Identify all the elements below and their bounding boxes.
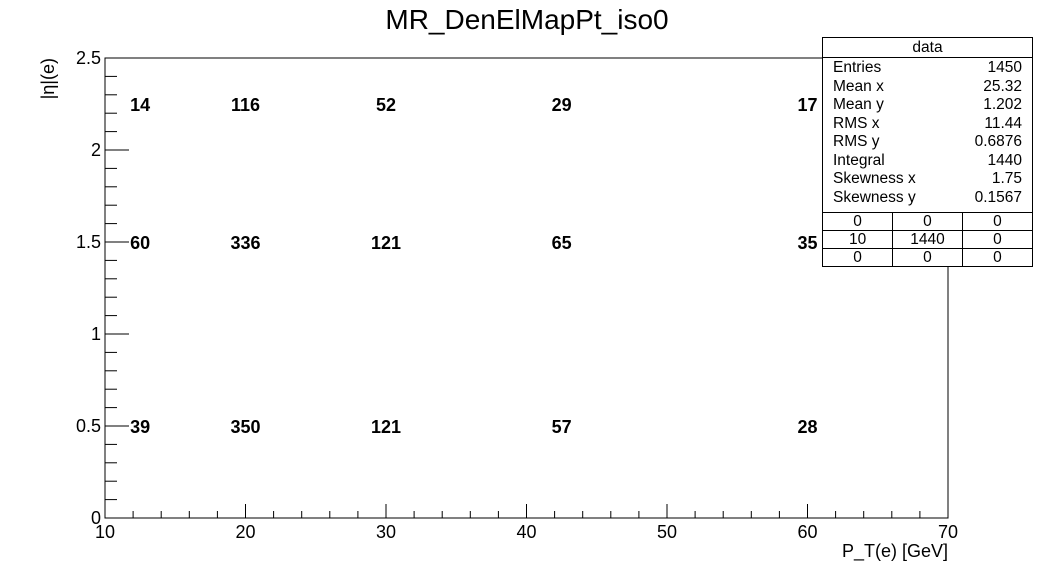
stats-grid-cell: 0 — [823, 212, 893, 231]
chart-title: MR_DenElMapPt_iso0 — [385, 4, 668, 35]
cell-value: 17 — [797, 95, 817, 115]
stats-grid-cell: 1440 — [892, 230, 963, 249]
stats-label: Skewness x — [833, 170, 916, 187]
x-axis-label: P_T(e) [GeV] — [842, 541, 948, 562]
x-tick-label: 30 — [376, 522, 396, 542]
cell-value: 29 — [552, 95, 572, 115]
stats-grid-cell: 10 — [823, 230, 893, 249]
stats-row: Skewness x 1.75 — [833, 170, 1022, 189]
stats-grid-cell: 0 — [961, 230, 1032, 249]
y-tick-label: 2 — [91, 140, 101, 160]
stats-value: 1.75 — [991, 170, 1022, 187]
y-tick-label: 0.5 — [76, 416, 101, 436]
stats-row: Integral 1440 — [833, 152, 1022, 171]
x-tick-label: 10 — [95, 522, 115, 542]
stats-box: data Entries 1450 Mean x 25.32 Mean y 1.202 RM… — [822, 37, 1033, 267]
stats-grid-cell: 0 — [823, 248, 893, 266]
y-tick-label: 1.5 — [76, 232, 101, 252]
stats-row: Entries 1450 — [833, 59, 1022, 78]
cell-value: 350 — [230, 417, 260, 437]
stats-label: Mean x — [833, 77, 884, 95]
stats-value: 1450 — [987, 59, 1022, 76]
x-tick-label: 50 — [657, 522, 677, 542]
cell-value: 35 — [797, 233, 817, 253]
stats-label: Entries — [833, 59, 882, 76]
cell-value: 116 — [231, 95, 260, 115]
stats-rows: Entries 1450 Mean x 25.32 Mean y 1.202 RMS x 11… — [823, 58, 1032, 212]
stats-value: 25.32 — [983, 77, 1022, 95]
y-tick-label: 2.5 — [76, 48, 101, 68]
y-tick-label: 0 — [91, 508, 101, 528]
cell-value: 52 — [376, 95, 396, 115]
stats-grid-cell: 0 — [892, 248, 963, 266]
x-tick-label: 70 — [938, 522, 958, 542]
stats-label: Mean y — [833, 96, 884, 113]
cell-value: 14 — [130, 95, 150, 115]
stats-row: Skewness y 0.1567 — [833, 189, 1022, 208]
x-axis: 10 20 30 40 50 60 70 — [95, 504, 958, 542]
stats-row: RMS y 0.6876 — [833, 133, 1022, 152]
stats-value: 0.6876 — [974, 133, 1022, 150]
cell-value: 39 — [130, 417, 150, 437]
cell-value: 60 — [130, 233, 150, 253]
stats-label: Skewness y — [833, 188, 916, 206]
stats-grid: 0 0 0 10 1440 0 0 0 0 — [823, 212, 1032, 266]
stats-grid-cell: 0 — [961, 212, 1032, 231]
cell-value: 121 — [371, 233, 401, 253]
x-tick-label: 60 — [797, 522, 817, 542]
stats-grid-cell: 0 — [961, 248, 1032, 266]
stats-label: RMS x — [833, 114, 880, 132]
cell-value: 28 — [797, 417, 817, 437]
stats-row: RMS x 11.44 — [833, 115, 1022, 134]
stats-label: Integral — [833, 151, 885, 169]
stats-value: 11.44 — [984, 114, 1022, 132]
y-tick-label: 1 — [91, 324, 101, 344]
stats-value: 1440 — [987, 151, 1022, 169]
stats-grid-cell: 0 — [892, 212, 963, 231]
stats-row: Mean y 1.202 — [833, 96, 1022, 115]
stats-title: data — [823, 38, 1032, 58]
cell-value: 121 — [371, 417, 401, 437]
stats-label: RMS y — [833, 133, 880, 150]
cell-value: 336 — [230, 233, 260, 253]
cell-labels: 39 350 121 57 28 60 336 121 65 35 14 116 52 29 17 — [130, 95, 817, 437]
x-tick-label: 20 — [235, 522, 255, 542]
stats-value: 0.1567 — [974, 188, 1022, 206]
cell-value: 57 — [552, 417, 572, 437]
stats-value: 1.202 — [983, 96, 1022, 113]
x-tick-label: 40 — [516, 522, 536, 542]
stats-row: Mean x 25.32 — [833, 78, 1022, 97]
y-axis-label: |η|(e) — [38, 58, 58, 99]
stats-grid-row: 10 1440 0 — [823, 230, 1032, 249]
y-axis: 0 0.5 1 1.5 2 2.5 — [76, 48, 129, 528]
cell-value: 65 — [552, 233, 572, 253]
